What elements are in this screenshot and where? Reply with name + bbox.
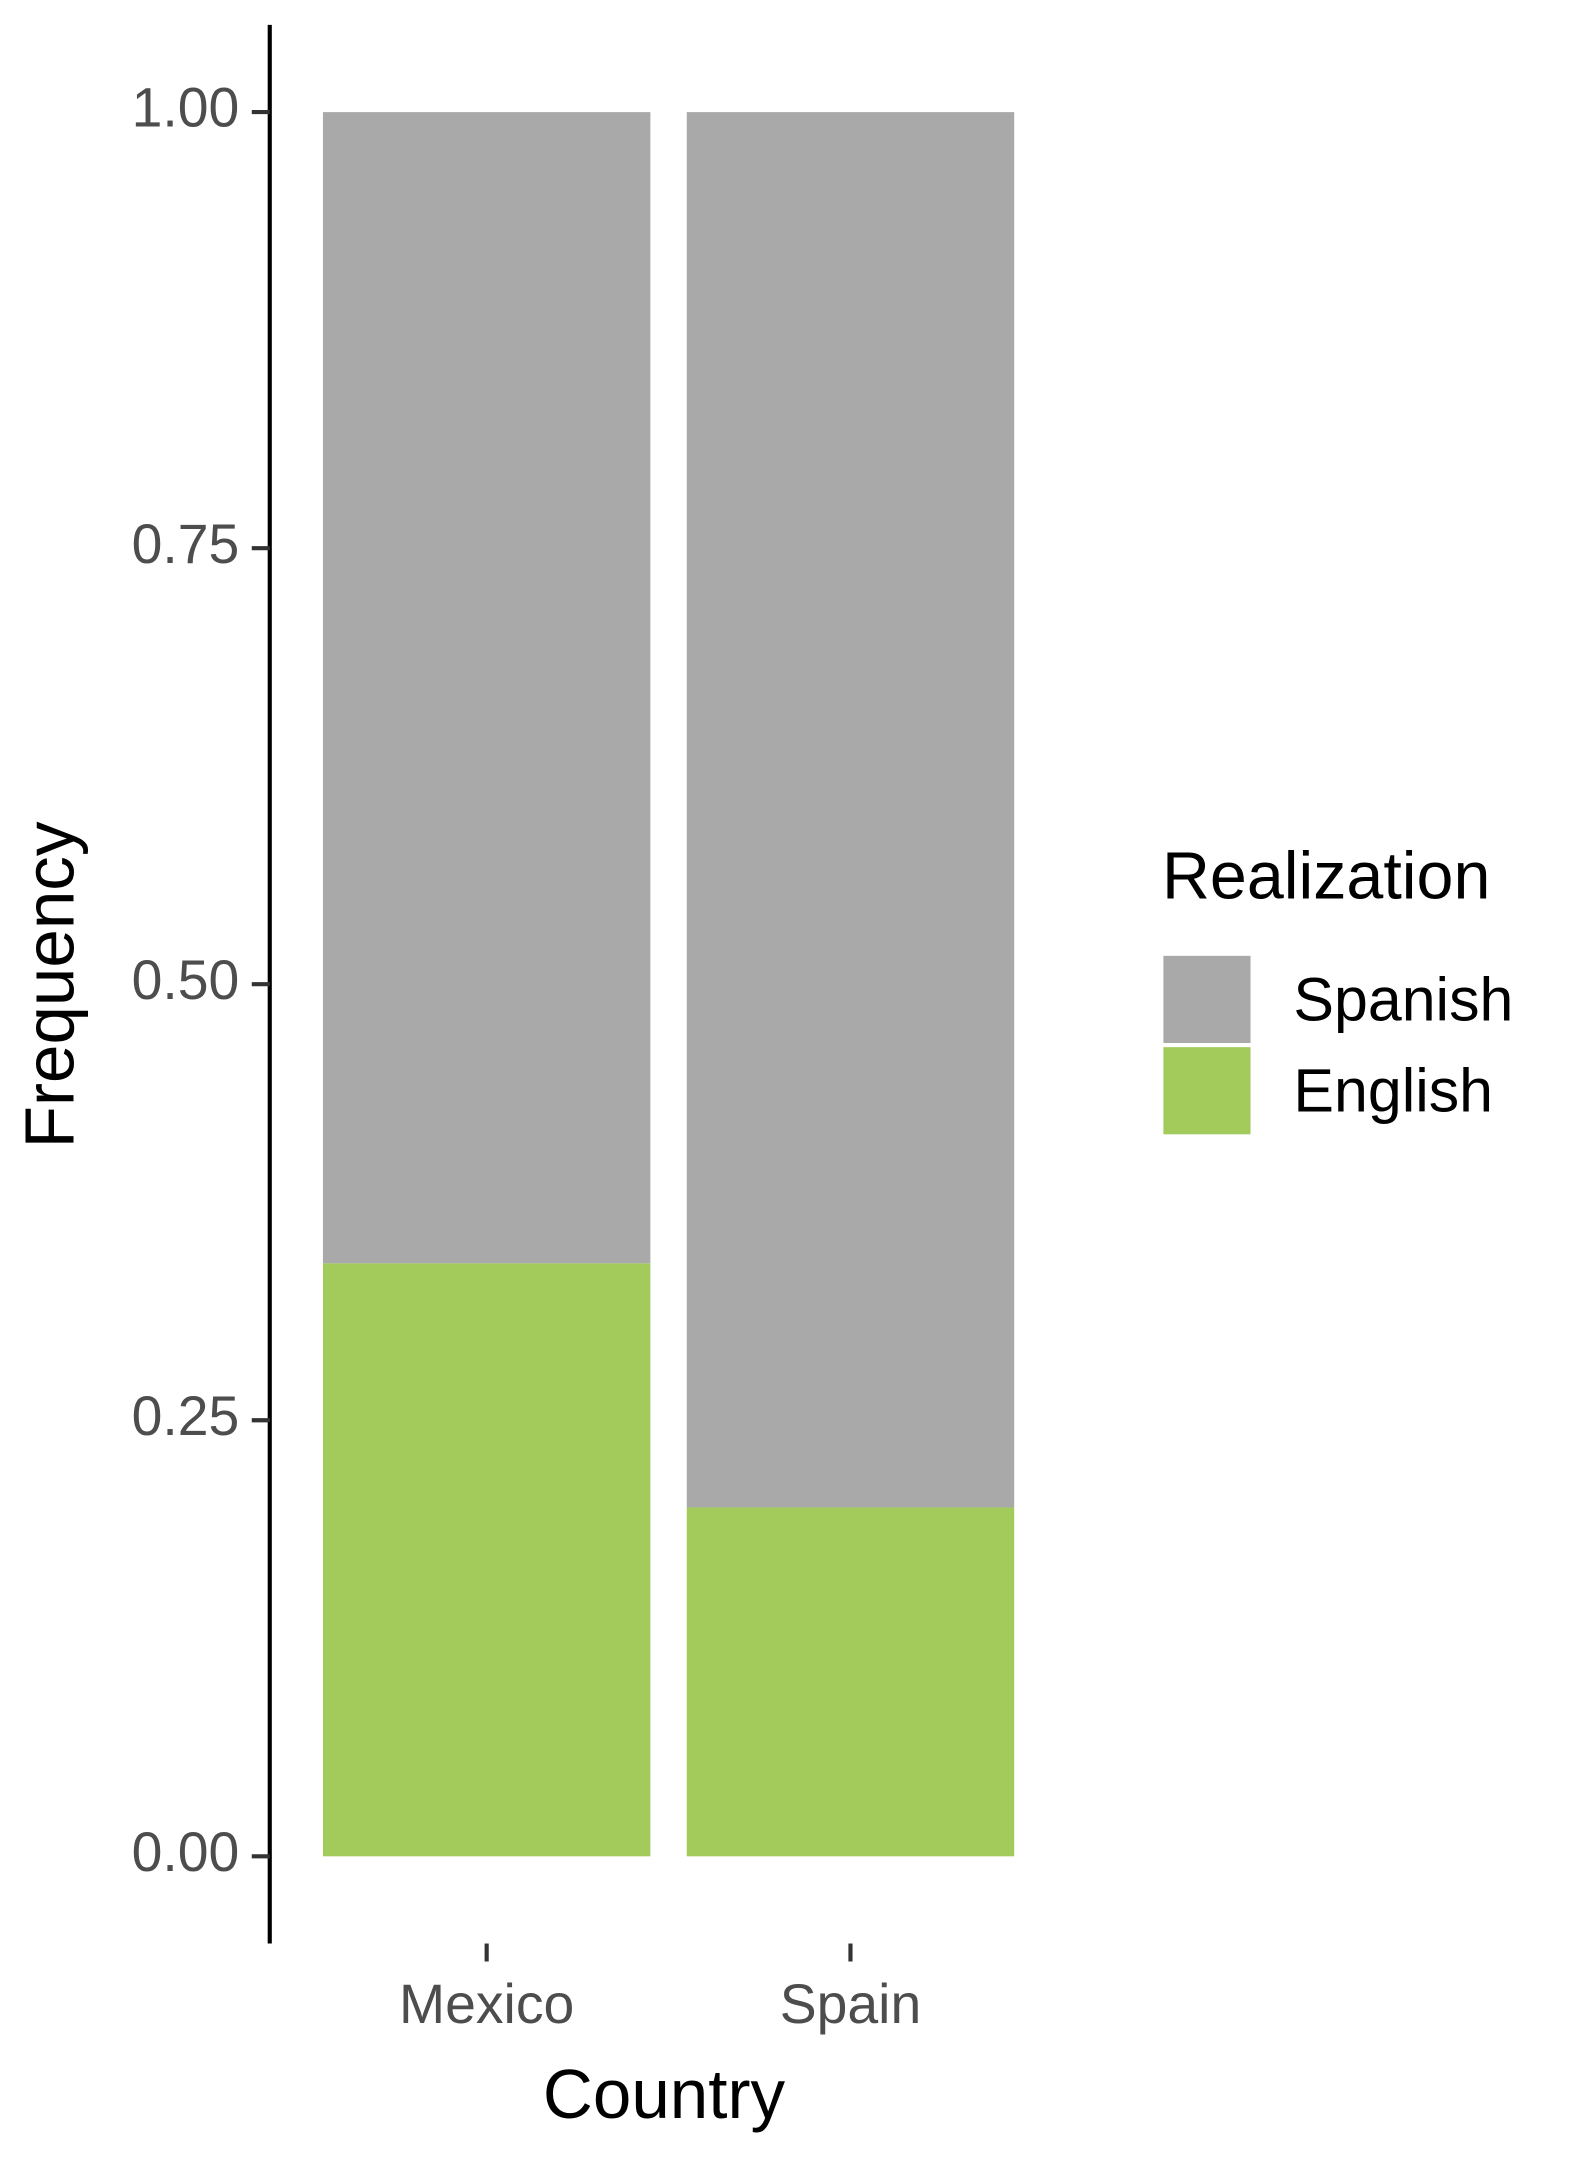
legend-title: Realization [1162, 840, 1490, 914]
legend-label: Spanish [1293, 965, 1513, 1033]
legend-label: English [1293, 1057, 1493, 1125]
y-tick-label: 1.00 [132, 77, 240, 139]
x-tick-label: Spain [780, 1973, 922, 2035]
bar-segment [322, 1263, 651, 1857]
bar-segment [686, 112, 1015, 1508]
y-tick-label: 0.50 [132, 949, 240, 1011]
y-tick-label: 0.25 [132, 1385, 240, 1447]
y-axis-title: Frequency [11, 821, 89, 1148]
y-tick-label: 0.75 [132, 513, 240, 575]
legend-key [1160, 953, 1254, 1046]
x-tick-label: Mexico [399, 1973, 574, 2035]
legend-key [1160, 1044, 1254, 1138]
bar-segment [686, 1507, 1015, 1857]
y-tick-label: 0.00 [132, 1821, 240, 1883]
bar-segment [322, 112, 651, 1264]
x-axis-title: Country [543, 2055, 786, 2133]
